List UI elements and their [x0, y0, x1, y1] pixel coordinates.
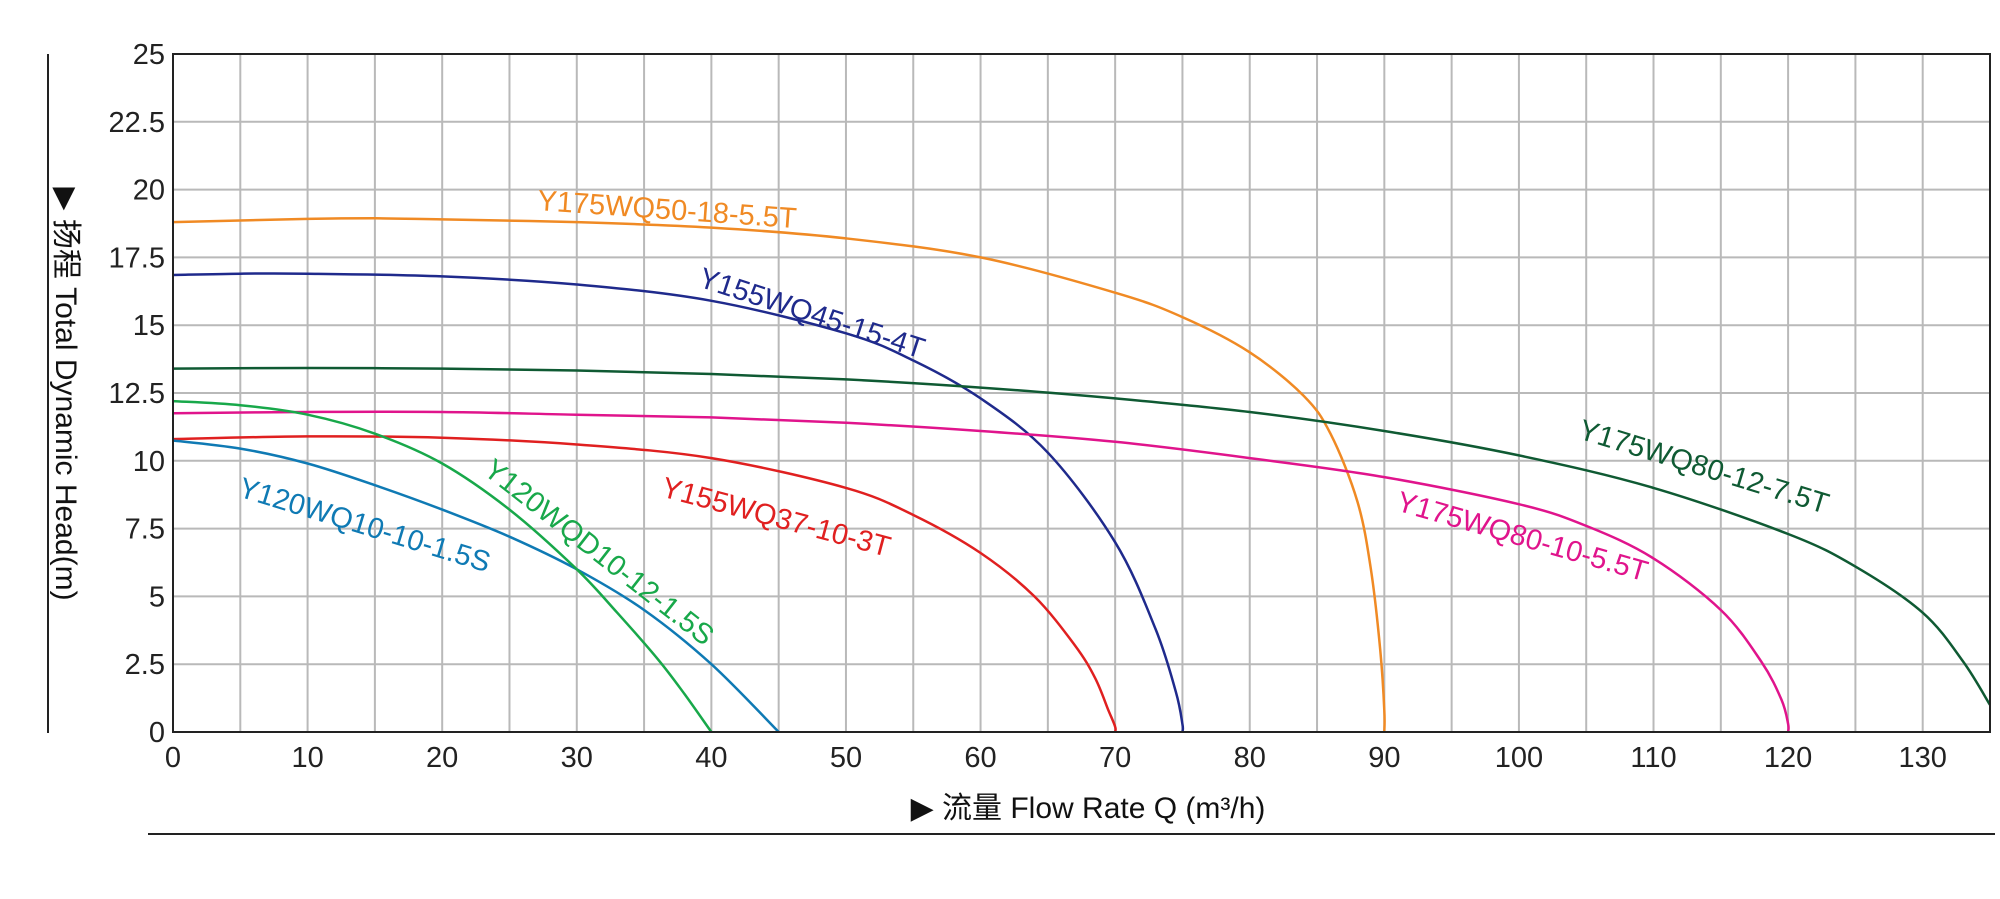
y-tick-label: 12.5 — [109, 378, 165, 410]
x-tick-label: 40 — [695, 742, 727, 774]
x-tick-label: 50 — [830, 742, 862, 774]
y-tick-label: 7.5 — [125, 514, 165, 546]
series-label-1: Y155WQ45-15-4T — [695, 262, 929, 365]
plot-frame — [172, 53, 1991, 733]
y-tick-labels: 0 2.5 5 7.5 10 12.5 15 17.5 20 22.5 25 — [109, 39, 165, 749]
x-tick-label: 130 — [1899, 742, 1947, 774]
y-axis-title: ▶ 扬程 Total Dynamic Head(m) — [49, 187, 82, 600]
y-tick-label: 15 — [133, 310, 165, 342]
series-line-2 — [172, 366, 1992, 706]
x-tick-label: 100 — [1495, 742, 1543, 774]
series-line-5 — [172, 439, 780, 733]
series-line-0 — [172, 217, 1386, 733]
series-label-4: Y155WQ37-10-3T — [658, 472, 894, 564]
x-tick-label: 90 — [1368, 742, 1400, 774]
y-tick-label: 0 — [149, 717, 165, 749]
series-line-3 — [172, 410, 1790, 733]
y-tick-label: 20 — [133, 175, 165, 207]
x-axis-title: ▶ 流量 Flow Rate Q (m³/h) — [911, 792, 1266, 825]
x-tick-label: 60 — [964, 742, 996, 774]
y-tick-label: 22.5 — [109, 107, 165, 139]
y-tick-label: 5 — [149, 581, 165, 613]
series-line-6 — [172, 399, 713, 733]
grid-lines — [173, 54, 1990, 732]
series-label-0: Y175WQ50-18-5.5T — [537, 185, 798, 235]
x-tick-label: 70 — [1099, 742, 1131, 774]
x-tick-labels: 0 10 20 30 40 50 60 70 80 90 100 110 120 130 — [165, 742, 1947, 774]
y-tick-label: 2.5 — [125, 649, 165, 681]
x-tick-label: 10 — [291, 742, 323, 774]
y-tick-label: 25 — [133, 39, 165, 71]
series-line-1 — [172, 272, 1185, 733]
y-tick-label: 10 — [133, 446, 165, 478]
series-line-4 — [172, 435, 1117, 733]
series-labels: Y175WQ50-18-5.5TY155WQ45-15-4TY175WQ80-1… — [235, 185, 1833, 652]
x-tick-label: 80 — [1234, 742, 1266, 774]
x-tick-label: 0 — [165, 742, 181, 774]
x-tick-label: 120 — [1764, 742, 1812, 774]
x-tick-label: 20 — [426, 742, 458, 774]
x-tick-label: 110 — [1630, 742, 1676, 774]
series-label-5: Y120WQ10-10-1.5S — [235, 472, 494, 579]
x-tick-label: 30 — [561, 742, 593, 774]
y-tick-label: 17.5 — [109, 242, 165, 274]
series-curves — [172, 217, 1992, 733]
